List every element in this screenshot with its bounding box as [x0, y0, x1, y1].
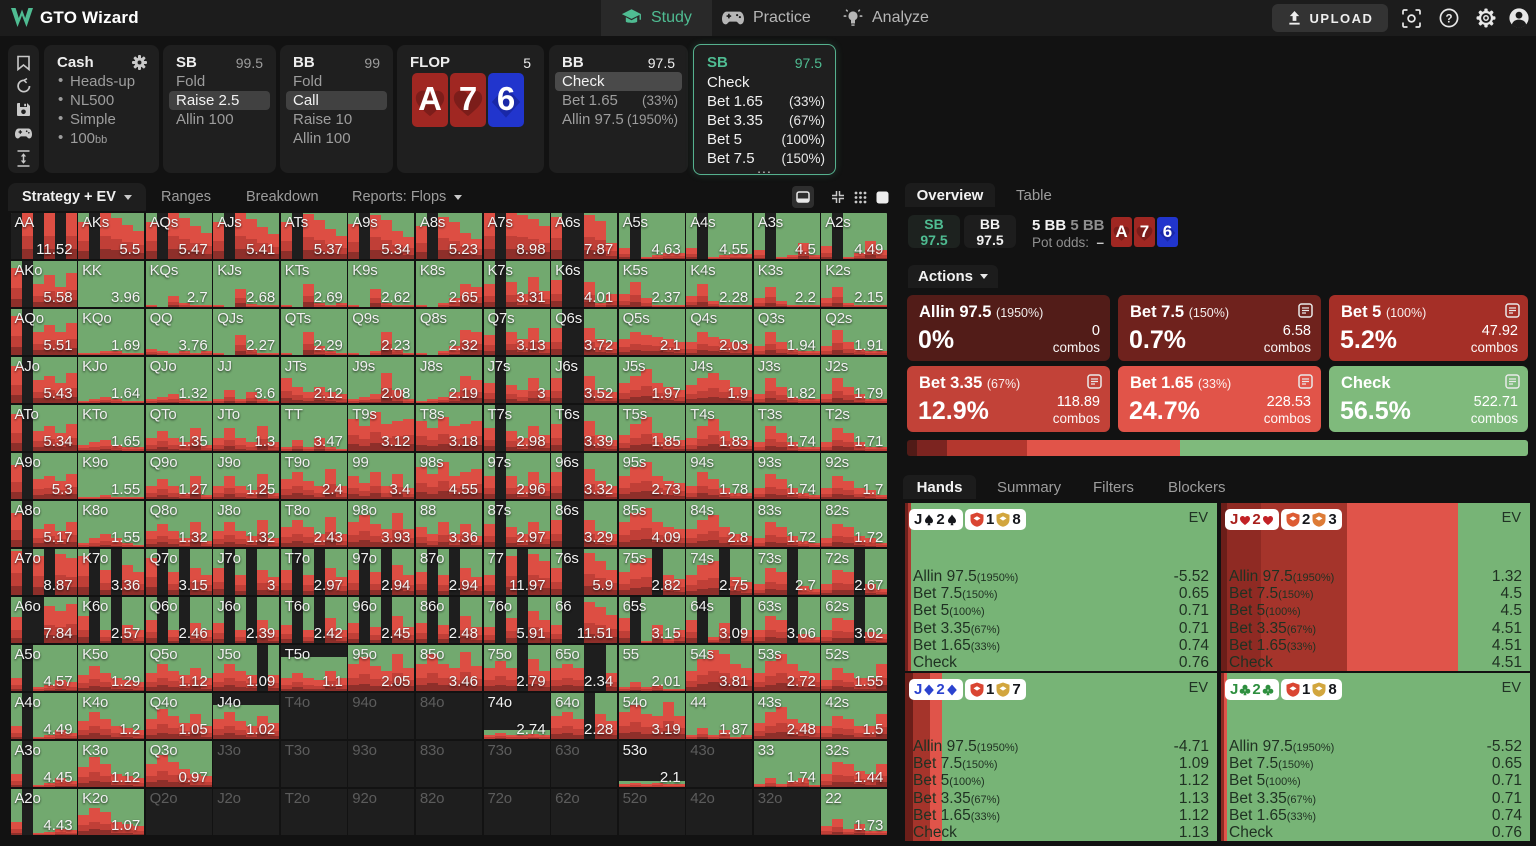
svg-text:?: ? — [1445, 13, 1452, 25]
